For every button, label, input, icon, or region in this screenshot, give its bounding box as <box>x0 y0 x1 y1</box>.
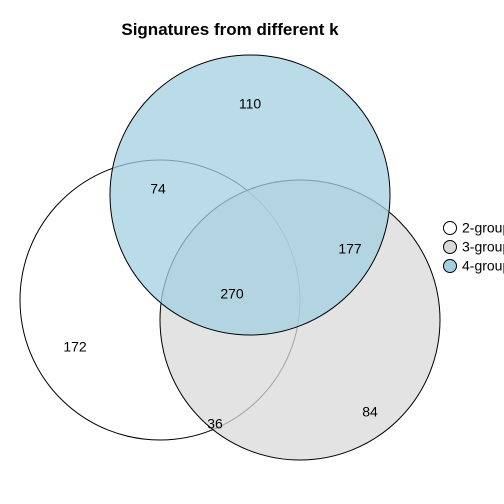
legend-swatch-4-group <box>444 260 457 273</box>
legend-label-2-group: 2-group <box>462 220 504 236</box>
legend-label-3-group: 3-group <box>462 239 504 255</box>
chart-title: Signatures from different k <box>121 20 339 39</box>
region-2-4: 74 <box>150 181 166 197</box>
region-2-3-4: 270 <box>220 286 244 302</box>
region-3-only: 84 <box>362 404 378 420</box>
legend-swatch-3-group <box>444 241 457 254</box>
legend: 2-group 3-group 4-group <box>444 220 504 274</box>
region-2-only: 172 <box>63 339 87 355</box>
region-2-3: 36 <box>207 416 223 432</box>
region-4-only: 110 <box>239 96 262 112</box>
venn-diagram: Signatures from different k 172 84 110 3… <box>0 0 504 504</box>
legend-label-4-group: 4-group <box>462 258 504 274</box>
region-3-4: 177 <box>338 241 362 257</box>
legend-swatch-2-group <box>444 222 457 235</box>
